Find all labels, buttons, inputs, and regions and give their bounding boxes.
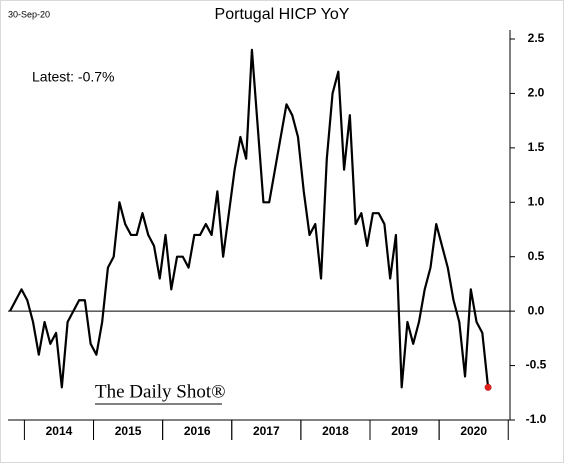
x-tick-label: 2015 [115,424,142,438]
x-tick-label: 2018 [322,424,349,438]
x-tick-label: 2016 [184,424,211,438]
x-tick-label: 2014 [46,424,73,438]
y-tick-label: -1.0 [526,412,547,426]
line-series [9,48,490,389]
annotation: Latest: -0.7% [32,69,115,85]
chart-title: Portugal HICP YoY [215,6,350,23]
y-tick-label: 0.0 [528,303,545,317]
y-tick-label: -0.5 [526,358,547,372]
y-tick-label: 1.0 [528,194,545,208]
date-label: 30-Sep-20 [8,9,50,19]
last-point [484,383,492,391]
x-tick-label: 2017 [253,424,280,438]
y-tick-label: 0.5 [528,249,545,263]
x-tick-label: 2020 [460,424,487,438]
y-tick-label: 2.5 [528,31,545,45]
y-tick-label: 2.0 [528,86,545,100]
x-tick-label: 2019 [391,424,418,438]
y-tick-label: 1.5 [528,140,545,154]
logo: The Daily Shot® [95,381,226,402]
